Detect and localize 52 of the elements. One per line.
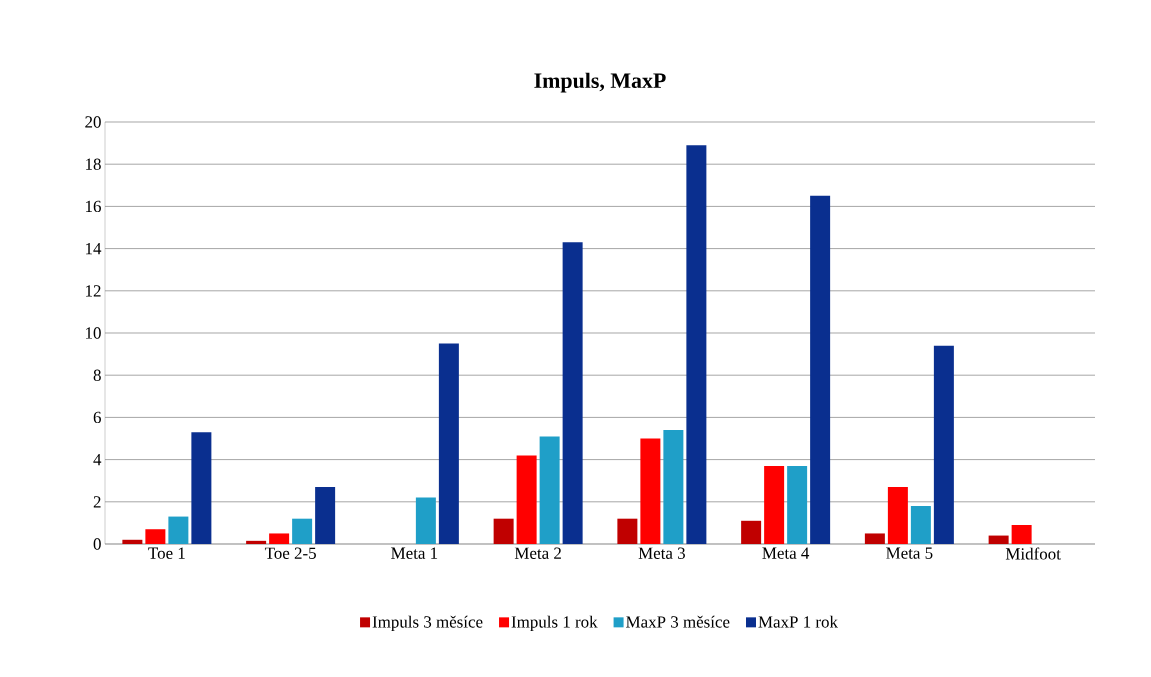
- bar: [539, 436, 560, 544]
- bar: [764, 465, 785, 544]
- bar: [640, 438, 661, 544]
- legend-label: Impuls 1 rok: [511, 615, 598, 632]
- x-tick-label: Midfoot: [1005, 547, 1061, 560]
- bar: [122, 539, 143, 544]
- bar: [415, 497, 436, 544]
- bar: [191, 432, 212, 544]
- legend-label: Impuls 3 měsíce: [372, 615, 483, 632]
- bar: [246, 540, 267, 544]
- y-tick-label: 16: [86, 200, 101, 213]
- bar: [617, 518, 638, 544]
- bar: [741, 520, 762, 544]
- bar: [145, 529, 166, 544]
- x-tick-label: Meta 4: [762, 547, 810, 559]
- bar: [493, 518, 514, 544]
- y-tick-label: 6: [93, 411, 101, 424]
- x-tick-label: Meta 2: [514, 547, 561, 559]
- bar: [315, 487, 336, 544]
- y-tick-label: 12: [86, 285, 101, 297]
- bar: [168, 516, 189, 544]
- bar: [562, 242, 583, 544]
- bar: [787, 465, 808, 544]
- bar: [864, 533, 885, 544]
- bar: [988, 535, 1009, 544]
- legend-label: MaxP 3 měsíce: [626, 615, 730, 628]
- y-tick-label: 14: [86, 243, 102, 255]
- legend-label: MaxP 1 rok: [758, 615, 838, 628]
- bar: [910, 506, 931, 544]
- chart-title: Impuls, MaxP: [534, 72, 666, 93]
- bar: [887, 487, 908, 544]
- y-tick-label: 0: [93, 538, 101, 550]
- y-tick-label: 8: [93, 369, 101, 381]
- y-tick-label: 4: [93, 454, 102, 466]
- bar: [516, 455, 537, 544]
- bar: [663, 430, 684, 544]
- y-tick-label: 18: [86, 158, 101, 170]
- bar: [686, 145, 707, 544]
- bar: [292, 518, 313, 544]
- bar: [438, 343, 459, 544]
- x-tick-label: Meta 5: [886, 547, 933, 559]
- x-tick-label: Toe 1: [148, 547, 185, 559]
- bar: [933, 345, 954, 544]
- bar: [269, 533, 290, 544]
- y-tick-label: 10: [86, 327, 101, 339]
- bar: [810, 195, 831, 544]
- x-tick-label: Toe 2-5: [264, 547, 316, 559]
- x-tick-label: Meta 1: [391, 547, 438, 559]
- y-tick-label: 20: [85, 116, 101, 128]
- y-tick-label: 2: [93, 496, 101, 508]
- x-tick-label: Meta 3: [638, 547, 685, 559]
- bar: [1011, 525, 1032, 544]
